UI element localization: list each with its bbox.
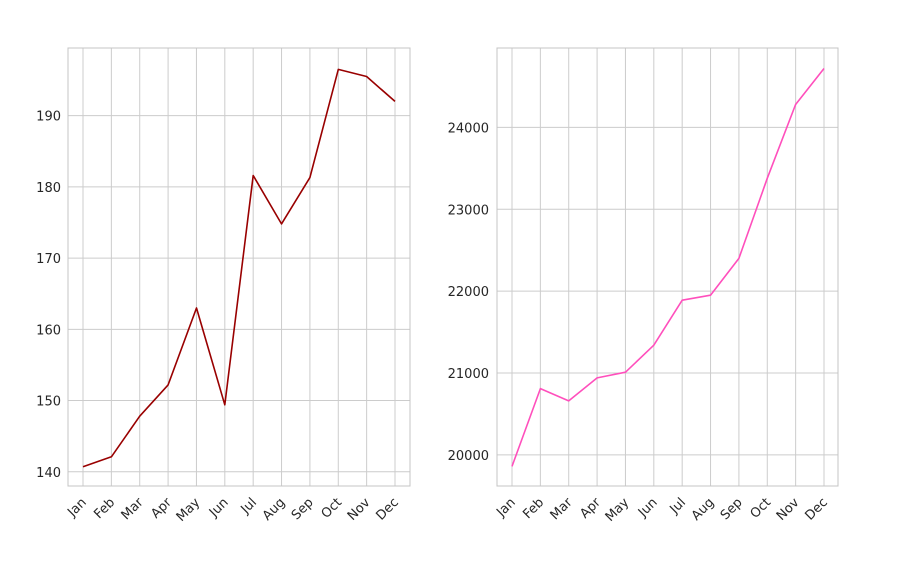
y-tick-label: 21000 [448, 367, 489, 382]
x-tick-label: May [603, 495, 633, 525]
data-point [194, 306, 198, 310]
data-point [280, 222, 284, 226]
data-point [652, 343, 656, 347]
data-point [138, 414, 142, 418]
y-tick-label: 20000 [448, 449, 489, 464]
series-line [511, 68, 825, 467]
data-point [538, 387, 542, 391]
x-tick-label: Aug [260, 495, 289, 524]
data-point [81, 465, 85, 469]
data-point [709, 293, 713, 297]
data-point [365, 74, 369, 78]
x-tick-label: Apr [148, 495, 175, 522]
data-point [737, 256, 741, 260]
data-point [567, 399, 571, 403]
x-tick-label: Sep [289, 495, 317, 523]
data-point [623, 370, 627, 374]
x-tick-label: Aug [689, 495, 718, 524]
data-point [251, 173, 255, 177]
x-tick-label: Jun [635, 495, 661, 521]
y-tick-label: 23000 [448, 203, 489, 218]
data-point [336, 67, 340, 71]
x-tick-label: Feb [91, 495, 118, 522]
data-point [109, 455, 113, 459]
axes-frame [67, 47, 411, 487]
y-tick-label: 140 [36, 466, 61, 481]
data-point [794, 102, 798, 106]
y-tick-label: 22000 [448, 285, 489, 300]
x-tick-label: May [174, 495, 204, 525]
x-tick-label: Feb [520, 495, 547, 522]
x-tick-label: Jul [238, 495, 260, 517]
x-tick-label: Dec [802, 495, 830, 523]
x-tick-label: Jun [206, 495, 232, 521]
y-tick-label: 170 [36, 252, 61, 267]
x-tick-label: Jul [667, 495, 689, 517]
x-tick-label: Nov [774, 495, 803, 524]
x-tick-label: Dec [373, 495, 401, 523]
x-tick-label: Mar [119, 495, 147, 523]
data-point [510, 464, 514, 468]
data-point [680, 298, 684, 302]
data-point [223, 403, 227, 407]
data-point [595, 376, 599, 380]
y-tick-label: 160 [36, 323, 61, 338]
data-point [393, 99, 397, 103]
x-tick-label: Oct [319, 495, 346, 522]
x-tick-label: Apr [577, 495, 604, 522]
data-point [765, 176, 769, 180]
data-point [308, 176, 312, 180]
x-tick-label: Mar [548, 495, 576, 523]
y-tick-label: 180 [36, 181, 61, 196]
y-tick-label: 190 [36, 110, 61, 125]
x-tick-label: Sep [718, 495, 746, 523]
x-tick-label: Nov [345, 495, 374, 524]
x-tick-label: Jan [493, 495, 518, 520]
data-point [822, 66, 826, 70]
axes-frame [496, 47, 839, 487]
data-point [166, 383, 170, 387]
y-tick-label: 24000 [448, 121, 489, 136]
x-tick-label: Oct [748, 495, 775, 522]
series-line [82, 68, 396, 468]
x-tick-label: Jan [64, 495, 89, 520]
y-tick-label: 150 [36, 395, 61, 410]
